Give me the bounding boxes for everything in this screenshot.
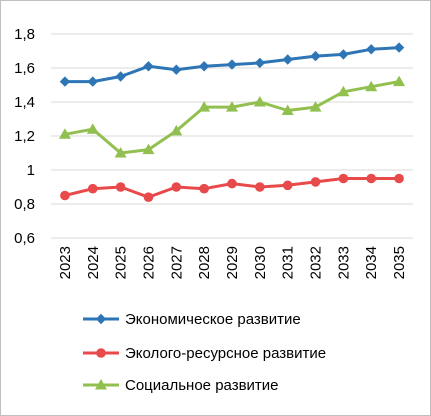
data-point — [393, 75, 406, 87]
data-point — [310, 50, 321, 62]
data-point — [171, 64, 182, 75]
data-point — [199, 183, 209, 194]
legend-item: Эколого-ресурсное развитие — [83, 345, 326, 362]
data-point — [142, 143, 155, 155]
series-1 — [59, 42, 405, 87]
x-tick-label: 2035 — [391, 246, 408, 279]
data-point — [143, 61, 154, 72]
data-point — [282, 54, 293, 65]
data-point — [58, 128, 71, 139]
data-point — [60, 190, 70, 201]
series-line — [64, 80, 400, 155]
x-tick-label: 2030 — [252, 246, 269, 279]
series-2 — [60, 173, 404, 202]
data-point — [394, 173, 404, 184]
x-tick-label: 2029 — [224, 246, 241, 279]
data-point — [115, 71, 126, 82]
data-point — [115, 182, 126, 192]
legend-marker — [95, 379, 107, 390]
x-tick-label: 2025 — [113, 246, 130, 279]
y-tick-label: 1,6 — [14, 60, 35, 77]
data-point — [227, 178, 237, 189]
data-point — [143, 192, 154, 202]
data-point — [281, 104, 294, 115]
y-tick-label: 1 — [27, 162, 35, 179]
x-tick-label: 2024 — [85, 246, 102, 279]
legend-label: Социальное развитие — [125, 377, 279, 394]
data-point — [310, 177, 321, 187]
data-point — [365, 80, 378, 92]
data-point — [226, 101, 238, 112]
data-point — [366, 44, 377, 55]
data-point — [338, 173, 349, 184]
data-point — [170, 124, 183, 136]
data-point — [171, 182, 182, 192]
data-point — [114, 147, 127, 158]
legend-label: Эколого-ресурсное развитие — [125, 345, 326, 362]
y-tick-label: 1,8 — [14, 26, 35, 43]
legend-marker — [96, 348, 106, 358]
legend-item: Экономическое развитие — [83, 311, 301, 328]
legend-label: Экономическое развитие — [125, 311, 301, 328]
legend-marker — [95, 313, 107, 325]
data-point — [59, 76, 71, 87]
data-point — [393, 42, 405, 53]
y-tick-label: 0,6 — [14, 230, 35, 247]
data-point — [338, 49, 349, 60]
data-point — [255, 182, 265, 192]
legend-item: Социальное развитие — [83, 377, 279, 394]
data-point — [366, 173, 377, 184]
data-point — [198, 61, 210, 72]
x-tick-label: 2026 — [140, 246, 157, 279]
y-tick-label: 1,2 — [14, 128, 35, 145]
data-point — [254, 57, 266, 69]
x-tick-label: 2023 — [57, 246, 74, 279]
data-point — [253, 96, 266, 107]
x-tick-label: 2034 — [363, 246, 380, 279]
data-point — [226, 59, 238, 70]
x-tick-label: 2032 — [308, 246, 325, 279]
data-point — [86, 123, 99, 134]
series-group — [58, 42, 406, 202]
x-axis-tick-labels: 2023 2024 2025 2026 2027 2028 2029 2030 2031 2032… — [57, 246, 408, 279]
data-point — [337, 85, 350, 97]
data-point — [309, 101, 322, 112]
data-point — [198, 101, 211, 112]
y-axis-tick-labels: 0,6 0,8 1 1,2 1,4 1,6 1,8 — [14, 26, 35, 247]
legend: Экономическое развитие Эколого-ресурсное … — [83, 311, 326, 394]
x-tick-label: 2027 — [168, 246, 185, 279]
series-3 — [58, 75, 406, 158]
x-tick-label: 2033 — [335, 246, 352, 279]
y-tick-label: 1,4 — [14, 94, 35, 111]
x-tick-label: 2028 — [196, 246, 213, 279]
x-tick-label: 2031 — [280, 246, 297, 279]
data-point — [87, 183, 98, 194]
data-point — [87, 76, 98, 87]
data-point — [282, 180, 293, 191]
y-tick-label: 0,8 — [14, 196, 35, 213]
